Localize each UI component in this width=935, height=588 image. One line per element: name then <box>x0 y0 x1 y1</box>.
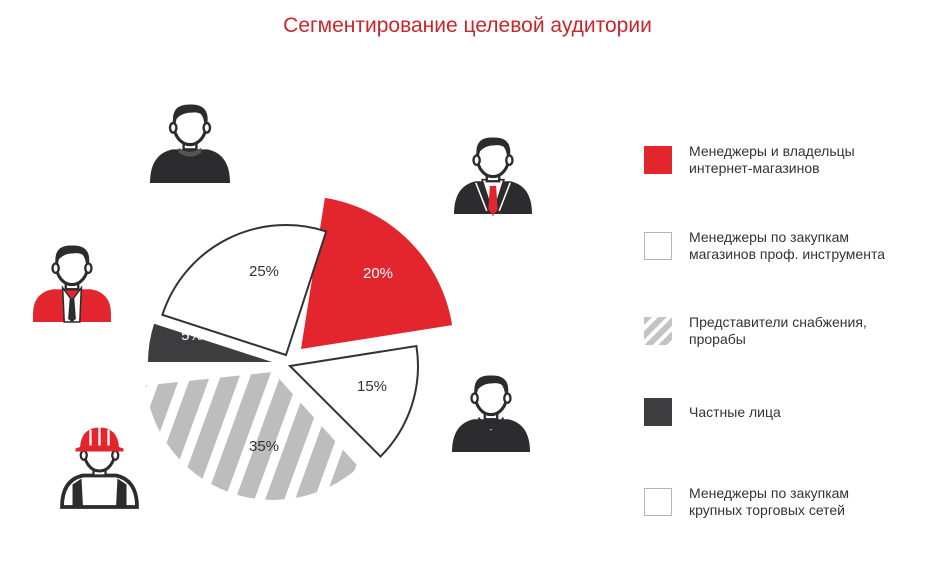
chart-title: Сегментирование целевой аудитории <box>283 14 652 37</box>
worker-red-vest-icon <box>33 245 111 323</box>
legend-swatch <box>644 317 672 345</box>
legend-item: Частные лица <box>644 398 919 426</box>
legend-item: Менеджеры по закупкам крупных торговых се… <box>644 485 919 519</box>
legend-swatch <box>644 398 672 426</box>
legend-label-line: интернет-магазинов <box>689 160 820 176</box>
legend-label: Менеджеры и владельцы интернет-магазинов <box>689 143 919 177</box>
pie-slice <box>287 344 419 458</box>
pie-slice <box>148 323 272 362</box>
legend-item: Менеджеры по закупкам магазинов проф. инс… <box>644 229 919 263</box>
legend-item: Менеджеры и владельцы интернет-магазинов <box>644 143 919 177</box>
legend-swatch <box>644 232 672 260</box>
legend-label: Представители снабжения, прорабы <box>689 314 919 348</box>
person-shirt-collar-icon <box>452 375 530 452</box>
legend-label: Частные лица <box>689 404 919 421</box>
slice-value-label: 35% <box>249 438 279 455</box>
legend-label-line: прорабы <box>689 331 746 347</box>
legend-item: Представители снабжения, прорабы <box>644 314 919 348</box>
legend-swatch <box>644 146 672 174</box>
pie-slice <box>301 197 453 349</box>
legend-label-line: Менеджеры по закупкам <box>689 229 850 245</box>
slice-value-label: 20% <box>363 265 393 282</box>
pie-slice <box>145 372 359 500</box>
legend-label-line: Менеджеры по закупкам <box>689 485 850 501</box>
slice-value-label: 5% <box>181 327 203 344</box>
slice-value-label: 25% <box>249 263 279 280</box>
pie-slice <box>161 224 328 357</box>
legend-label-line: магазинов проф. инструмента <box>689 246 885 262</box>
legend-label: Менеджеры по закупкам магазинов проф. инс… <box>689 229 919 263</box>
builder-hard-hat-icon <box>60 427 139 509</box>
businessman-red-tie-icon <box>454 137 532 217</box>
legend-label-line: Частные лица <box>689 403 781 420</box>
legend-label-line: крупных торговых сетей <box>689 502 846 518</box>
legend-label-line: Представители снабжения, <box>689 314 867 330</box>
legend-label-line: Менеджеры и владельцы <box>689 143 855 159</box>
person-dark-sweater-icon <box>150 104 230 183</box>
slice-value-label: 15% <box>357 378 387 395</box>
legend-label: Менеджеры по закупкам крупных торговых се… <box>689 485 919 519</box>
legend-swatch <box>644 488 672 516</box>
